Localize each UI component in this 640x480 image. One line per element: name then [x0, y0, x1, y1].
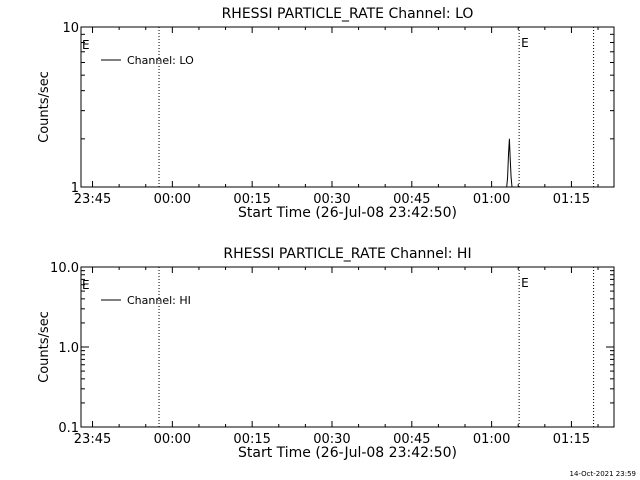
x-tick-label: 00:45: [393, 432, 430, 447]
legend-entry: Channel: HI: [127, 294, 191, 307]
legend-entry: Channel: LO: [127, 54, 194, 67]
event-line-label: E: [521, 36, 529, 50]
start-marker-label: E: [82, 38, 90, 52]
y-tick-label: 1: [71, 181, 79, 196]
x-tick-label: 23:45: [74, 432, 111, 447]
chart-panel-2: RHESSI PARTICLE_RATE Channel: HI 23:45 00:…: [37, 246, 615, 461]
x-tick-label: 01:15: [553, 192, 590, 207]
x-tick-label: 00:15: [233, 192, 270, 207]
plot-frame: [80, 266, 615, 428]
x-tick-label: 00:45: [393, 192, 430, 207]
y-tick-label: 10.0: [50, 261, 79, 276]
x-axis-title: Start Time (26-Jul-08 23:42:50): [238, 445, 457, 461]
x-tick-label: 00:30: [313, 432, 350, 447]
x-tick-label: 00:30: [313, 192, 350, 207]
x-tick-label: 00:00: [154, 192, 191, 207]
x-tick-label: 23:45: [74, 192, 111, 207]
x-axis-title: Start Time (26-Jul-08 23:42:50): [238, 205, 457, 221]
start-marker-label: E: [82, 278, 90, 292]
chart-title: RHESSI PARTICLE_RATE Channel: LO: [222, 6, 474, 22]
chart-panel-1: RHESSI PARTICLE_RATE Channel: LO 23:45 00:…: [37, 6, 615, 221]
chart-title: RHESSI PARTICLE_RATE Channel: HI: [223, 246, 471, 262]
y-tick-label: 0.1: [58, 421, 79, 436]
footer-timestamp: 14-Oct-2021 23:59: [570, 470, 636, 478]
x-tick-label: 01:15: [553, 432, 590, 447]
x-tick-label: 01:00: [473, 192, 510, 207]
series-line: [506, 138, 513, 188]
x-tick-label: 00:00: [154, 432, 191, 447]
event-line-label: E: [521, 276, 529, 290]
y-axis-title: Counts/sec: [37, 311, 52, 383]
y-tick-label: 1.0: [58, 341, 79, 356]
y-axis-title: Counts/sec: [37, 71, 52, 143]
y-tick-label: 10: [62, 21, 79, 36]
x-tick-label: 00:15: [233, 432, 270, 447]
plot-frame: [80, 26, 615, 188]
x-tick-label: 01:00: [473, 432, 510, 447]
